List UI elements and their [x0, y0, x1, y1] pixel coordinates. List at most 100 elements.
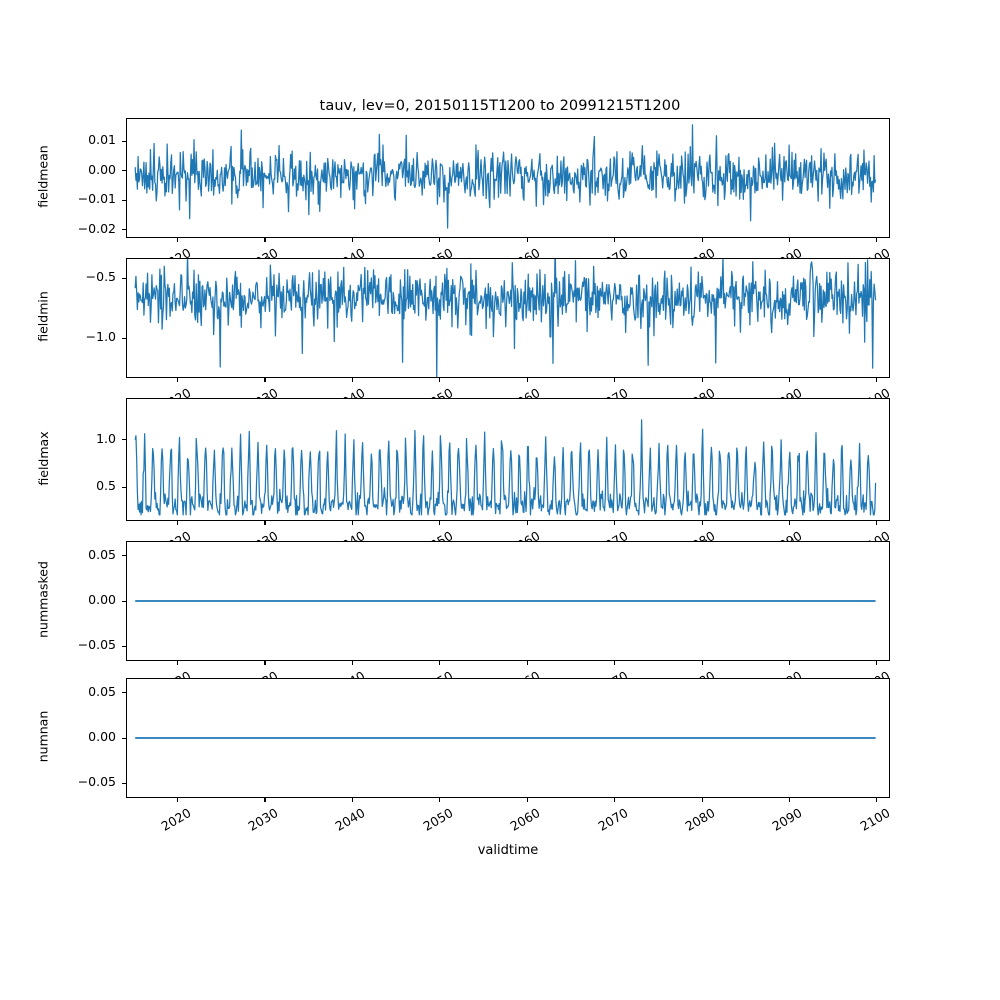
- x-tick-mark: [351, 238, 353, 242]
- x-tick-label: 2050: [346, 385, 455, 398]
- x-tick-mark: [264, 521, 266, 525]
- x-tick-mark: [526, 521, 528, 525]
- y-tick-mark: [122, 199, 126, 201]
- x-tick-label: 2050: [346, 668, 455, 678]
- y-tick-mark: [122, 600, 126, 602]
- figure-title: tauv, lev=0, 20150115T1200 to 20991215T1…: [319, 98, 681, 114]
- x-tick-label: 2100: [783, 668, 892, 678]
- data-line-fieldmin: [134, 259, 877, 377]
- x-tick-label: 2020: [83, 528, 193, 541]
- x-tick-mark: [526, 661, 528, 665]
- series-path: [134, 124, 877, 229]
- x-tick-mark: [439, 378, 441, 382]
- x-tick-mark: [439, 238, 441, 242]
- x-tick-mark: [701, 378, 703, 382]
- x-tick-mark: [788, 798, 791, 802]
- x-tick-label: 2040: [258, 668, 368, 678]
- y-axis-label-fieldmax: fieldmax: [35, 430, 51, 486]
- y-tick-label: −1.0: [85, 329, 116, 345]
- x-tick-label: 2100: [783, 245, 892, 258]
- y-tick-label: 0.00: [88, 161, 116, 177]
- x-tick-label: 2080: [608, 668, 717, 678]
- x-tick-mark: [876, 661, 878, 665]
- y-tick-label: 0.00: [88, 729, 116, 744]
- y-tick-mark: [122, 140, 126, 142]
- x-tick-label: 2060: [433, 668, 543, 678]
- x-tick-mark: [351, 378, 353, 382]
- x-tick-mark: [614, 521, 616, 525]
- x-tick-label: 2040: [258, 385, 368, 398]
- x-tick-mark: [614, 378, 616, 382]
- y-tick-mark: [122, 486, 126, 488]
- x-tick-label: 2030: [171, 385, 280, 398]
- series-path: [134, 419, 877, 516]
- x-tick-label: 2100: [783, 385, 892, 398]
- x-tick-mark: [876, 521, 878, 525]
- plot-panel-nummasked: [126, 541, 890, 661]
- x-axis-label: validtime: [477, 843, 539, 858]
- series-path: [134, 259, 877, 377]
- y-tick-label: −0.5: [85, 269, 116, 285]
- x-tick-mark: [614, 661, 616, 665]
- x-tick-mark: [264, 238, 266, 242]
- y-tick-label: 0.05: [88, 683, 116, 699]
- x-tick-label: 2070: [520, 668, 630, 678]
- x-tick-mark: [177, 661, 179, 665]
- y-axis-label-fieldmean: fieldmean: [35, 145, 51, 208]
- y-tick-mark: [122, 782, 126, 785]
- x-tick-mark: [177, 521, 179, 525]
- x-tick-label: 2060: [433, 528, 543, 541]
- x-tick-mark: [788, 661, 791, 665]
- y-axis-label-fieldmin: fieldmin: [35, 291, 51, 342]
- y-tick-mark: [122, 170, 126, 172]
- plot-panel-fieldmean: [126, 118, 890, 238]
- x-tick-mark: [439, 661, 441, 665]
- data-line-nummasked: [135, 600, 876, 602]
- x-tick-label: 2070: [520, 245, 630, 258]
- x-tick-mark: [351, 521, 353, 525]
- data-line-fieldmean: [134, 124, 877, 229]
- x-tick-label: 2050: [346, 245, 455, 258]
- x-tick-label: 2020: [83, 668, 193, 678]
- x-tick-label: 2020: [83, 245, 193, 258]
- y-tick-label: −0.05: [77, 637, 116, 653]
- x-tick-mark: [788, 238, 791, 242]
- x-tick-label: 2070: [520, 528, 630, 541]
- x-tick-mark: [876, 378, 878, 382]
- x-tick-mark: [351, 798, 353, 802]
- x-tick-mark: [351, 661, 353, 665]
- x-tick-label: 2030: [171, 245, 280, 258]
- x-tick-mark: [526, 238, 528, 242]
- x-tick-mark: [876, 798, 878, 802]
- x-tick-label: 2070: [520, 385, 630, 398]
- x-tick-mark: [701, 661, 703, 665]
- y-axis-label-nummasked: nummasked: [35, 561, 51, 638]
- y-tick-mark: [122, 737, 126, 739]
- plot-panel-numnan: [126, 678, 890, 798]
- x-tick-mark: [614, 798, 616, 802]
- x-tick-label: 2090: [695, 528, 805, 541]
- y-tick-mark: [122, 337, 126, 339]
- x-tick-label: 2090: [695, 668, 805, 678]
- x-tick-mark: [439, 798, 441, 802]
- x-tick-mark: [876, 238, 878, 242]
- x-tick-label: 2100: [783, 528, 892, 541]
- x-tick-label: 2090: [695, 245, 805, 258]
- y-tick-label: 0.5: [96, 478, 116, 494]
- x-tick-mark: [264, 661, 266, 665]
- x-tick-mark: [526, 378, 528, 382]
- x-tick-mark: [788, 378, 791, 382]
- x-tick-mark: [526, 798, 528, 802]
- x-tick-mark: [788, 521, 791, 525]
- x-tick-label: 2060: [433, 245, 543, 258]
- x-tick-mark: [701, 521, 703, 525]
- plot-panel-fieldmin: [126, 258, 890, 378]
- x-tick-label: 2030: [171, 528, 280, 541]
- y-tick-mark: [122, 439, 126, 441]
- x-tick-mark: [264, 378, 266, 382]
- x-tick-label: 2080: [608, 245, 717, 258]
